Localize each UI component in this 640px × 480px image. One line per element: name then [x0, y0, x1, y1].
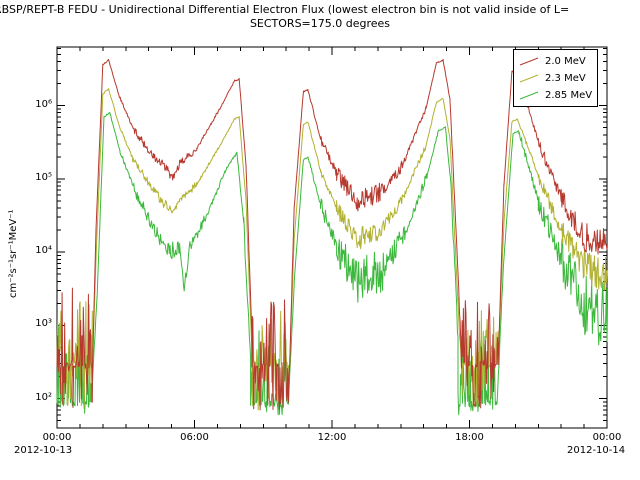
x-tick-label: 18:00 [455, 432, 484, 443]
legend-line-icon [519, 74, 539, 82]
legend-label: 2.0 MeV [545, 55, 586, 67]
x-axis-date-end: 2012-10-14 [567, 445, 626, 456]
y-tick-label: 10⁴ [35, 245, 52, 257]
series-line-2-3-mev [56, 88, 608, 411]
legend-line [519, 91, 539, 99]
y-tick-label: 10⁶ [35, 98, 52, 110]
chart-subtitle: SECTORS=175.0 degrees [249, 17, 391, 30]
chart-title: RBSP/REPT-B FEDU - Unidirectional Differ… [0, 3, 570, 16]
legend-item: 2.0 MeV [518, 53, 592, 69]
y-tick-label: 10² [35, 391, 52, 403]
legend-line-icon [519, 91, 539, 99]
axis-ticks [56, 47, 608, 429]
legend-label: 2.85 MeV [545, 89, 593, 101]
legend-line [519, 74, 539, 82]
legend-label: 2.3 MeV [545, 72, 586, 84]
x-tick-label: 00:00 [592, 432, 622, 443]
legend-line-icon [519, 57, 539, 65]
legend-line [519, 57, 539, 65]
legend: 2.0 MeV 2.3 MeV 2.85 MeV [513, 49, 599, 107]
series-line-2-85-mev [56, 111, 608, 416]
legend-item: 2.3 MeV [518, 70, 592, 86]
series-line-2-0-mev [56, 58, 608, 411]
x-tick-label: 12:00 [317, 432, 347, 443]
x-tick-label: 00:00 [42, 432, 72, 443]
x-axis-date-start: 2012-10-13 [14, 445, 73, 456]
legend-item: 2.85 MeV [518, 87, 592, 103]
y-tick-label: 10⁵ [35, 171, 52, 183]
x-tick-label: 06:00 [180, 432, 209, 443]
y-tick-label: 10³ [35, 318, 52, 330]
